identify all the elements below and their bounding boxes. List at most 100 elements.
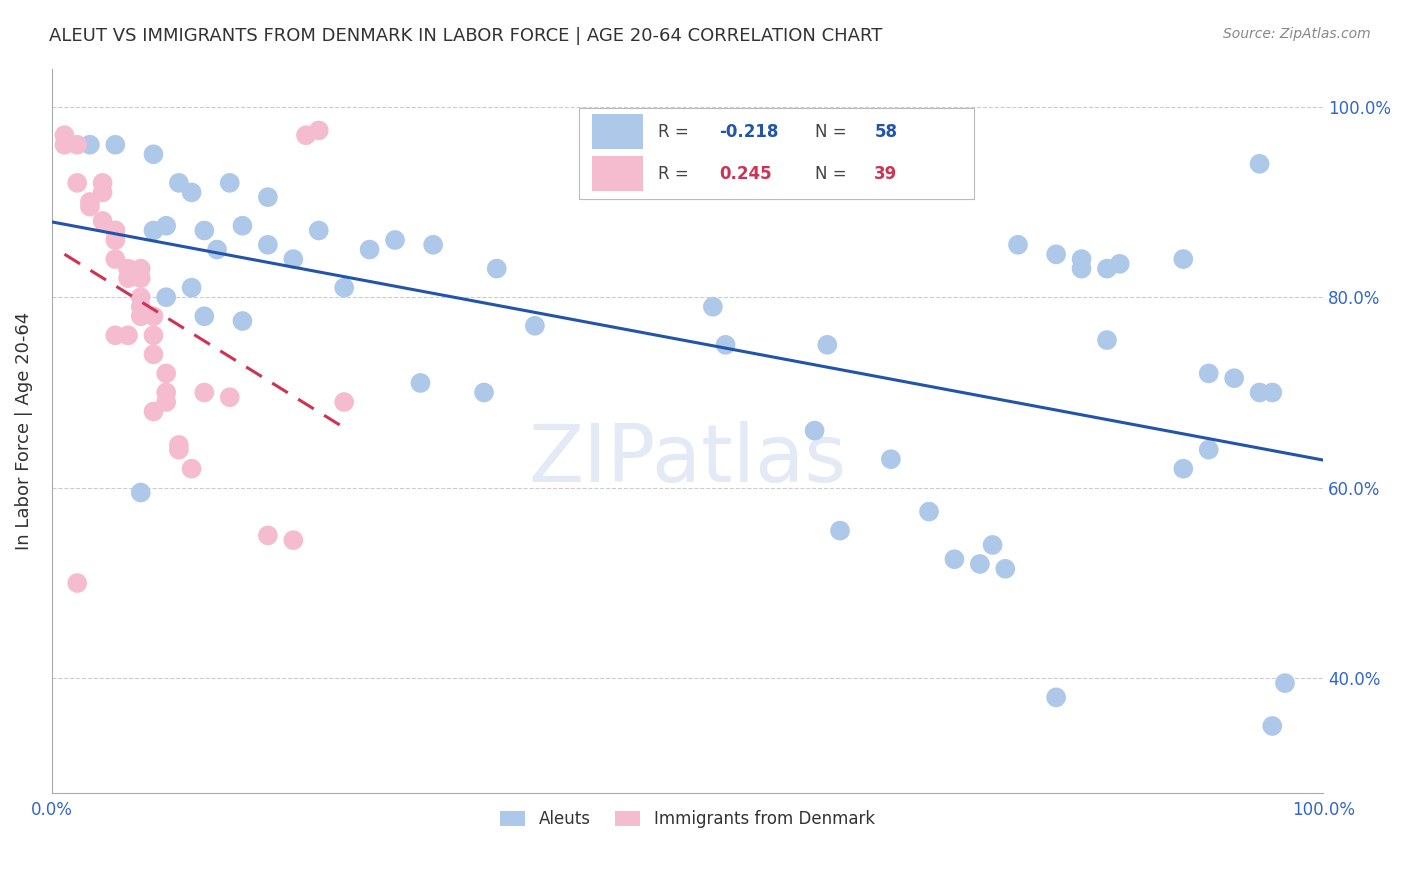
Point <box>205 243 228 257</box>
Text: 0.245: 0.245 <box>720 164 772 183</box>
Point <box>155 395 177 409</box>
Point <box>1095 333 1118 347</box>
FancyBboxPatch shape <box>592 114 643 149</box>
Y-axis label: In Labor Force | Age 20-64: In Labor Force | Age 20-64 <box>15 311 32 549</box>
Point <box>218 390 240 404</box>
Point <box>104 328 127 343</box>
Text: -0.218: -0.218 <box>720 122 779 141</box>
Point <box>1249 385 1271 400</box>
Point <box>295 128 318 143</box>
Point <box>1173 461 1195 475</box>
Point <box>155 367 177 381</box>
Point <box>231 219 253 233</box>
Point <box>472 385 495 400</box>
Point <box>1045 247 1067 261</box>
Point <box>1095 261 1118 276</box>
Point <box>66 576 89 591</box>
Point <box>79 137 101 152</box>
Point <box>129 485 152 500</box>
Point <box>714 338 737 352</box>
Point <box>79 194 101 209</box>
Point <box>359 243 381 257</box>
Point <box>283 533 305 548</box>
Point <box>1261 385 1284 400</box>
Point <box>994 562 1017 576</box>
Point <box>409 376 432 390</box>
Point <box>828 524 851 538</box>
Point <box>943 552 966 566</box>
Point <box>129 261 152 276</box>
Point <box>308 223 330 237</box>
Point <box>193 310 215 324</box>
Text: ALEUT VS IMMIGRANTS FROM DENMARK IN LABOR FORCE | AGE 20-64 CORRELATION CHART: ALEUT VS IMMIGRANTS FROM DENMARK IN LABO… <box>49 27 883 45</box>
Point <box>523 318 546 333</box>
Point <box>257 190 280 204</box>
Point <box>1007 237 1029 252</box>
Point <box>155 385 177 400</box>
Point <box>129 300 152 314</box>
FancyBboxPatch shape <box>592 156 643 191</box>
Point <box>53 128 76 143</box>
Point <box>333 280 356 294</box>
Point <box>1070 252 1092 266</box>
Point <box>1249 157 1271 171</box>
Point <box>104 223 127 237</box>
Point <box>117 261 139 276</box>
Point <box>1198 367 1220 381</box>
Legend: Aleuts, Immigrants from Denmark: Aleuts, Immigrants from Denmark <box>494 804 882 835</box>
Point <box>815 338 838 352</box>
Point <box>104 233 127 247</box>
Point <box>918 505 941 519</box>
Text: N =: N = <box>814 122 852 141</box>
Point <box>193 385 215 400</box>
Point <box>155 219 177 233</box>
FancyBboxPatch shape <box>579 108 973 199</box>
Text: R =: R = <box>658 164 695 183</box>
Point <box>422 237 444 252</box>
Point <box>981 538 1004 552</box>
Point <box>180 461 202 475</box>
Point <box>180 280 202 294</box>
Text: Source: ZipAtlas.com: Source: ZipAtlas.com <box>1223 27 1371 41</box>
Point <box>142 310 165 324</box>
Point <box>1070 261 1092 276</box>
Point <box>257 237 280 252</box>
Point <box>117 271 139 285</box>
Point <box>66 137 89 152</box>
Point <box>167 176 190 190</box>
Point <box>231 314 253 328</box>
Point <box>91 186 114 200</box>
Point <box>129 290 152 304</box>
Text: N =: N = <box>814 164 852 183</box>
Point <box>117 328 139 343</box>
Text: R =: R = <box>658 122 695 141</box>
Point <box>803 424 825 438</box>
Point <box>1198 442 1220 457</box>
Point <box>104 223 127 237</box>
Point <box>257 528 280 542</box>
Point <box>1261 719 1284 733</box>
Point <box>1108 257 1130 271</box>
Point <box>142 328 165 343</box>
Point <box>142 404 165 418</box>
Point <box>79 200 101 214</box>
Point <box>880 452 903 467</box>
Point <box>180 186 202 200</box>
Text: ZIPatlas: ZIPatlas <box>529 420 846 499</box>
Point <box>384 233 406 247</box>
Point <box>53 137 76 152</box>
Text: 39: 39 <box>875 164 897 183</box>
Point <box>308 123 330 137</box>
Point <box>1223 371 1246 385</box>
Point <box>155 290 177 304</box>
Point <box>218 176 240 190</box>
Point <box>1173 252 1195 266</box>
Point <box>91 214 114 228</box>
Point <box>1274 676 1296 690</box>
Point <box>129 271 152 285</box>
Point <box>485 261 508 276</box>
Point <box>167 438 190 452</box>
Point <box>1045 690 1067 705</box>
Point <box>283 252 305 266</box>
Point <box>91 176 114 190</box>
